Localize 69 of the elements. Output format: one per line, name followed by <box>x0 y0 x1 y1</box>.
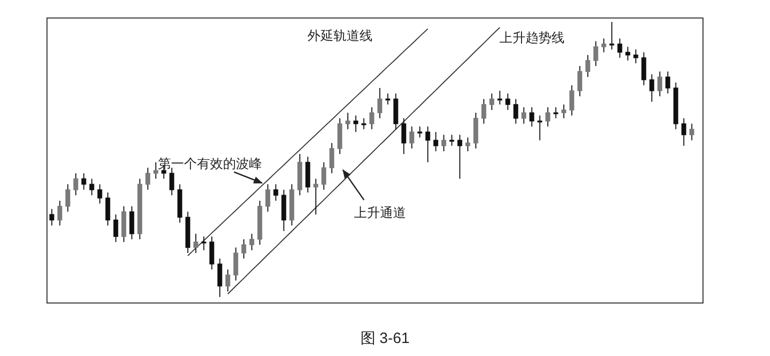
candlestick <box>585 54 590 78</box>
candlestick <box>57 200 62 226</box>
candlestick <box>369 106 374 130</box>
candlestick <box>209 236 214 270</box>
candlestick <box>73 172 78 196</box>
candlestick <box>89 178 94 196</box>
candlestick <box>689 123 694 141</box>
candlestick <box>513 98 518 124</box>
caption: 图 3-61 <box>360 330 410 347</box>
candlestick <box>465 137 470 152</box>
candlestick <box>105 192 110 226</box>
candlestick <box>489 93 494 110</box>
candlestick <box>329 142 334 174</box>
candlestick <box>593 40 598 66</box>
candlestick <box>657 71 662 97</box>
candlestick <box>521 106 526 124</box>
candlestick <box>457 134 462 180</box>
annotation: 上升通道 <box>354 205 406 220</box>
candlestick <box>545 106 550 127</box>
candlestick <box>417 126 422 138</box>
annotation: 外延轨道线 <box>308 28 372 43</box>
candlestick <box>273 184 278 202</box>
candlestick <box>401 118 406 154</box>
candlestick <box>633 49 638 64</box>
candlestick <box>169 167 174 196</box>
candlestick <box>65 184 70 212</box>
candlestick <box>441 134 446 152</box>
candlestick <box>241 238 246 259</box>
candlestick <box>569 84 574 116</box>
candlestick <box>649 74 654 102</box>
candlestick <box>601 38 606 53</box>
candlestick <box>313 178 318 215</box>
candlestick <box>409 126 414 149</box>
candlestick <box>201 236 206 251</box>
candlestick <box>561 104 566 119</box>
candlestick <box>153 162 158 180</box>
candlestick <box>625 46 630 61</box>
candlestick <box>97 184 102 204</box>
candlestick <box>217 258 222 298</box>
candlestick <box>505 93 510 110</box>
candlestick <box>193 233 198 254</box>
candlestick <box>529 106 534 127</box>
candlestick <box>321 162 326 190</box>
candlestick <box>609 22 614 50</box>
candlestick <box>665 71 670 94</box>
candlestick <box>145 167 150 190</box>
candlestick <box>497 90 502 105</box>
candlestick <box>113 214 118 242</box>
candlestick <box>481 98 486 124</box>
annotation: 上升趋势线 <box>500 30 564 45</box>
candlestick <box>353 115 358 132</box>
candlestick <box>641 52 646 86</box>
candlestick <box>681 118 686 146</box>
candlestick <box>537 115 542 141</box>
candlestick <box>49 208 54 226</box>
annotation: 第一个有效的波峰 <box>158 156 262 171</box>
candlestick <box>385 93 390 105</box>
candlestick <box>129 206 134 240</box>
candlestick <box>265 184 270 212</box>
candlestick <box>377 88 382 119</box>
candlestick <box>617 38 622 58</box>
candlestick <box>81 172 86 190</box>
candlestick <box>225 269 230 292</box>
candlestick <box>345 112 350 130</box>
candlestick <box>249 233 254 251</box>
candlestick <box>577 66 582 97</box>
candlestick <box>425 126 430 163</box>
candlestick <box>433 132 438 152</box>
candlestick <box>233 247 238 281</box>
